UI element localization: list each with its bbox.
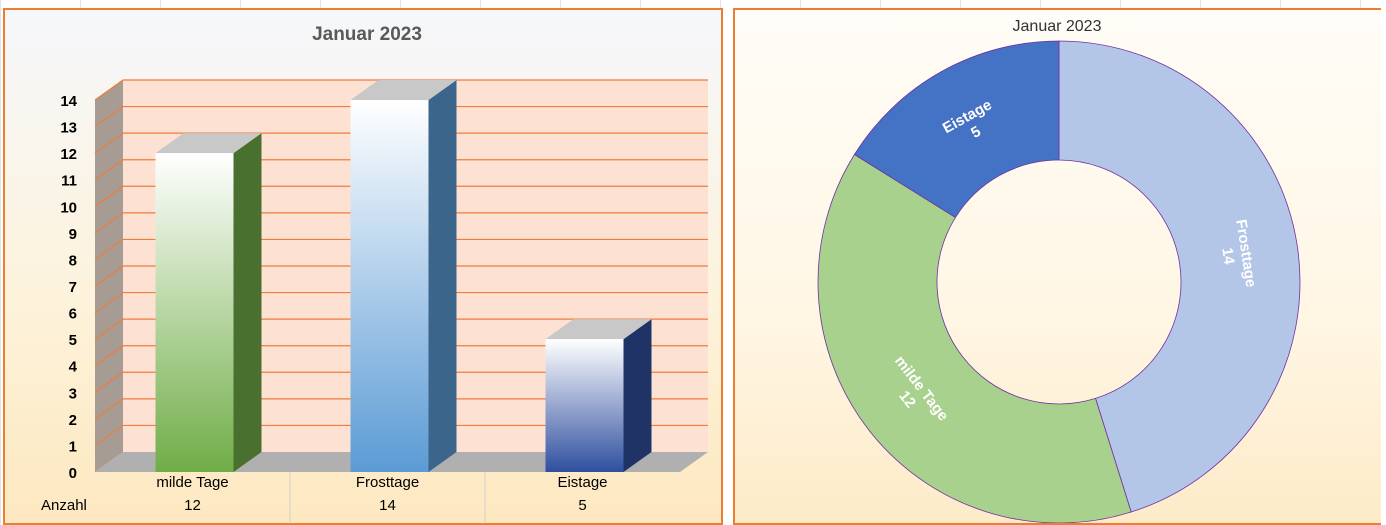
gridline-side <box>94 185 124 207</box>
y-tick-label: 11 <box>61 173 77 190</box>
gridline-side <box>94 159 124 181</box>
gridline-side <box>94 106 124 128</box>
y-tick-label: 0 <box>69 465 77 482</box>
y-tick-label: 13 <box>60 120 77 137</box>
data-table-value: 14 <box>379 497 396 514</box>
bar-side <box>428 80 457 472</box>
gridline-side <box>94 292 124 314</box>
y-tick-label: 9 <box>69 226 77 243</box>
gridline-side <box>94 424 124 446</box>
y-tick-label: 12 <box>60 146 77 163</box>
y-tick-label: 4 <box>69 359 78 376</box>
gridline-side <box>94 132 124 154</box>
y-tick-label: 7 <box>69 279 77 296</box>
gridline-side <box>94 212 124 234</box>
x-category-label: milde Tage <box>156 474 228 491</box>
bar-top <box>155 133 262 154</box>
bar <box>350 100 429 472</box>
gridline-side <box>94 79 124 101</box>
data-table-value: 12 <box>184 497 201 514</box>
bar-chart-title: Januar 2023 <box>312 24 422 45</box>
y-tick-label: 3 <box>69 385 77 402</box>
gridline-side <box>94 398 124 420</box>
gridline-side <box>94 345 124 367</box>
data-table-value: 5 <box>578 497 586 514</box>
y-tick-label: 8 <box>69 252 77 269</box>
doughnut-chart-panel[interactable]: Januar 2023 Frosttage14 milde Tage12 Eista… <box>733 8 1381 525</box>
doughnut-slice <box>817 153 1132 523</box>
y-tick-label: 14 <box>60 93 77 110</box>
bar <box>155 153 234 472</box>
y-tick-label: 10 <box>60 199 77 216</box>
slice-value: 12 <box>895 388 919 412</box>
data-table-series-label: Anzahl <box>41 497 87 514</box>
slice-value: 14 <box>1218 247 1237 267</box>
doughnut-slice <box>853 40 1060 219</box>
bar-chart-panel[interactable]: Januar 2023 Anzahl 0 1 2 3 4 5 6 7 8 9 10 11 12 13 14 m… <box>3 8 723 525</box>
bar-top <box>545 319 652 340</box>
gridline-side <box>94 371 124 393</box>
gridline-side <box>94 238 124 260</box>
bar <box>545 339 624 472</box>
bar-chart: Januar 2023 Anzahl 01234567891011121314m… <box>41 24 708 522</box>
bar-side <box>233 133 262 472</box>
x-category-label: Frosttage <box>356 474 419 491</box>
y-tick-label: 6 <box>69 306 77 323</box>
y-tick-label: 5 <box>69 332 77 349</box>
doughnut-slice <box>1058 40 1301 513</box>
gridline-side <box>94 265 124 287</box>
doughnut-chart-title: Januar 2023 <box>1013 18 1102 35</box>
x-category-label: Eistage <box>557 474 607 491</box>
bar-side <box>623 319 652 472</box>
bar-top <box>350 80 457 100</box>
y-tick-label: 2 <box>69 412 77 429</box>
gridline-side <box>94 318 124 340</box>
y-tick-label: 1 <box>69 438 77 455</box>
